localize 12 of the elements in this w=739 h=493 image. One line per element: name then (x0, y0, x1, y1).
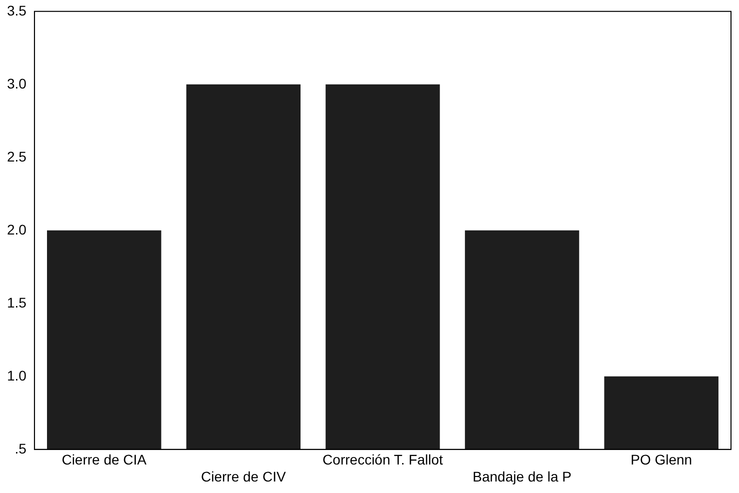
x-tick-label: Bandaje de la P (472, 468, 572, 484)
y-tick-label: .5 (14, 440, 27, 456)
y-tick-label: 2.0 (6, 221, 27, 238)
y-tick-label: 3.0 (6, 75, 27, 92)
y-tick-label: 2.5 (6, 148, 27, 164)
y-tick-label: 1.0 (6, 367, 27, 384)
x-tick-label: PO Glenn (630, 452, 692, 468)
x-tick-label: Cierre de CIV (201, 468, 286, 484)
x-tick-label: Corrección T. Fallot (322, 452, 444, 468)
x-tick-label: Cierre de CIA (62, 452, 148, 468)
y-tick-label: 3.5 (6, 2, 27, 18)
y-tick-label: 1.5 (6, 294, 27, 310)
